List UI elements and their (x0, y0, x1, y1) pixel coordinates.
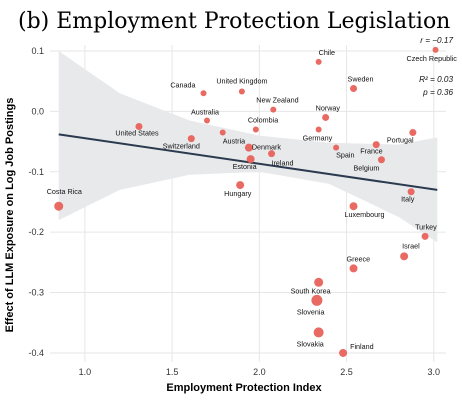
x-tick-label: 2.0 (253, 367, 266, 377)
point-label: Turkey (415, 222, 437, 231)
data-point (433, 47, 439, 53)
point-label: Germany (303, 134, 333, 143)
data-point (350, 85, 357, 92)
data-point (204, 117, 210, 123)
point-label: United States (115, 129, 159, 138)
y-axis-ticks: 0.1 0.0 -0.1 -0.2 -0.3 -0.4 (28, 46, 44, 358)
data-point (239, 88, 245, 94)
data-point (350, 202, 358, 210)
y-axis-title: Effect of LLM Exposure on Log Job Postin… (4, 98, 16, 333)
data-point (270, 107, 276, 113)
data-point (253, 127, 259, 133)
point-label: Norway (316, 103, 341, 112)
data-point (54, 202, 63, 211)
point-label: Switzerland (163, 142, 200, 151)
point-label: Israel (402, 241, 420, 250)
point-label: Luxembourg (345, 210, 385, 219)
point-label: Slovenia (297, 307, 325, 316)
point-label: Greece (347, 254, 371, 263)
data-point (236, 181, 244, 189)
data-point (339, 349, 347, 357)
stat-r: r = −0.17 (420, 36, 453, 45)
data-point (322, 114, 329, 121)
chart-title: (b) Employment Protection Legislation (18, 9, 450, 34)
x-tick-label: 1.0 (79, 367, 92, 377)
point-label: Estonia (233, 162, 257, 171)
y-tick-label: -0.3 (28, 288, 44, 298)
point-label: Colombia (248, 116, 278, 125)
point-label: Italy (401, 195, 415, 204)
point-label: Costa Rica (47, 187, 82, 196)
data-point (314, 327, 324, 337)
point-label: Canada (170, 80, 195, 89)
point-label: Belgium (353, 164, 379, 173)
data-point (316, 59, 322, 65)
point-label: Spain (336, 151, 354, 160)
point-label: Portugal (387, 136, 414, 145)
point-label: Ireland (272, 159, 294, 168)
y-tick-label: -0.2 (28, 227, 44, 237)
data-point (220, 130, 226, 136)
point-label: United Kingdom (216, 76, 267, 85)
point-label: Australia (191, 107, 219, 116)
point-label: Finland (350, 342, 374, 351)
point-label: Hungary (224, 189, 252, 198)
stat-p: p = 0.36 (422, 88, 453, 97)
data-point (350, 264, 358, 272)
point-label: New Zealand (256, 96, 298, 105)
point-label: France (360, 147, 382, 156)
point-label: Austria (223, 137, 245, 146)
x-tick-label: 3.0 (428, 367, 441, 377)
x-tick-label: 1.5 (166, 367, 179, 377)
x-axis-ticks: 1.0 1.5 2.0 2.5 3.0 (79, 367, 440, 377)
data-point (378, 156, 385, 163)
data-point (311, 295, 322, 306)
point-label: South Korea (291, 286, 331, 295)
data-point (400, 252, 408, 260)
data-point (201, 90, 207, 96)
x-tick-label: 2.5 (340, 367, 353, 377)
x-axis-title: Employment Protection Index (166, 382, 322, 394)
stat-r2: R² = 0.03 (419, 75, 453, 84)
y-tick-label: 0.0 (31, 106, 44, 116)
data-point (422, 233, 429, 240)
y-tick-label: -0.1 (28, 167, 44, 177)
point-label: Czech Republic (407, 54, 458, 63)
data-point (316, 127, 322, 133)
y-tick-label: 0.1 (31, 46, 44, 56)
point-label: Slovakia (297, 339, 324, 348)
y-tick-label: -0.4 (28, 348, 44, 358)
point-label: Denmark (252, 143, 282, 152)
point-label: Chile (319, 48, 335, 57)
point-label: Sweden (348, 74, 374, 83)
